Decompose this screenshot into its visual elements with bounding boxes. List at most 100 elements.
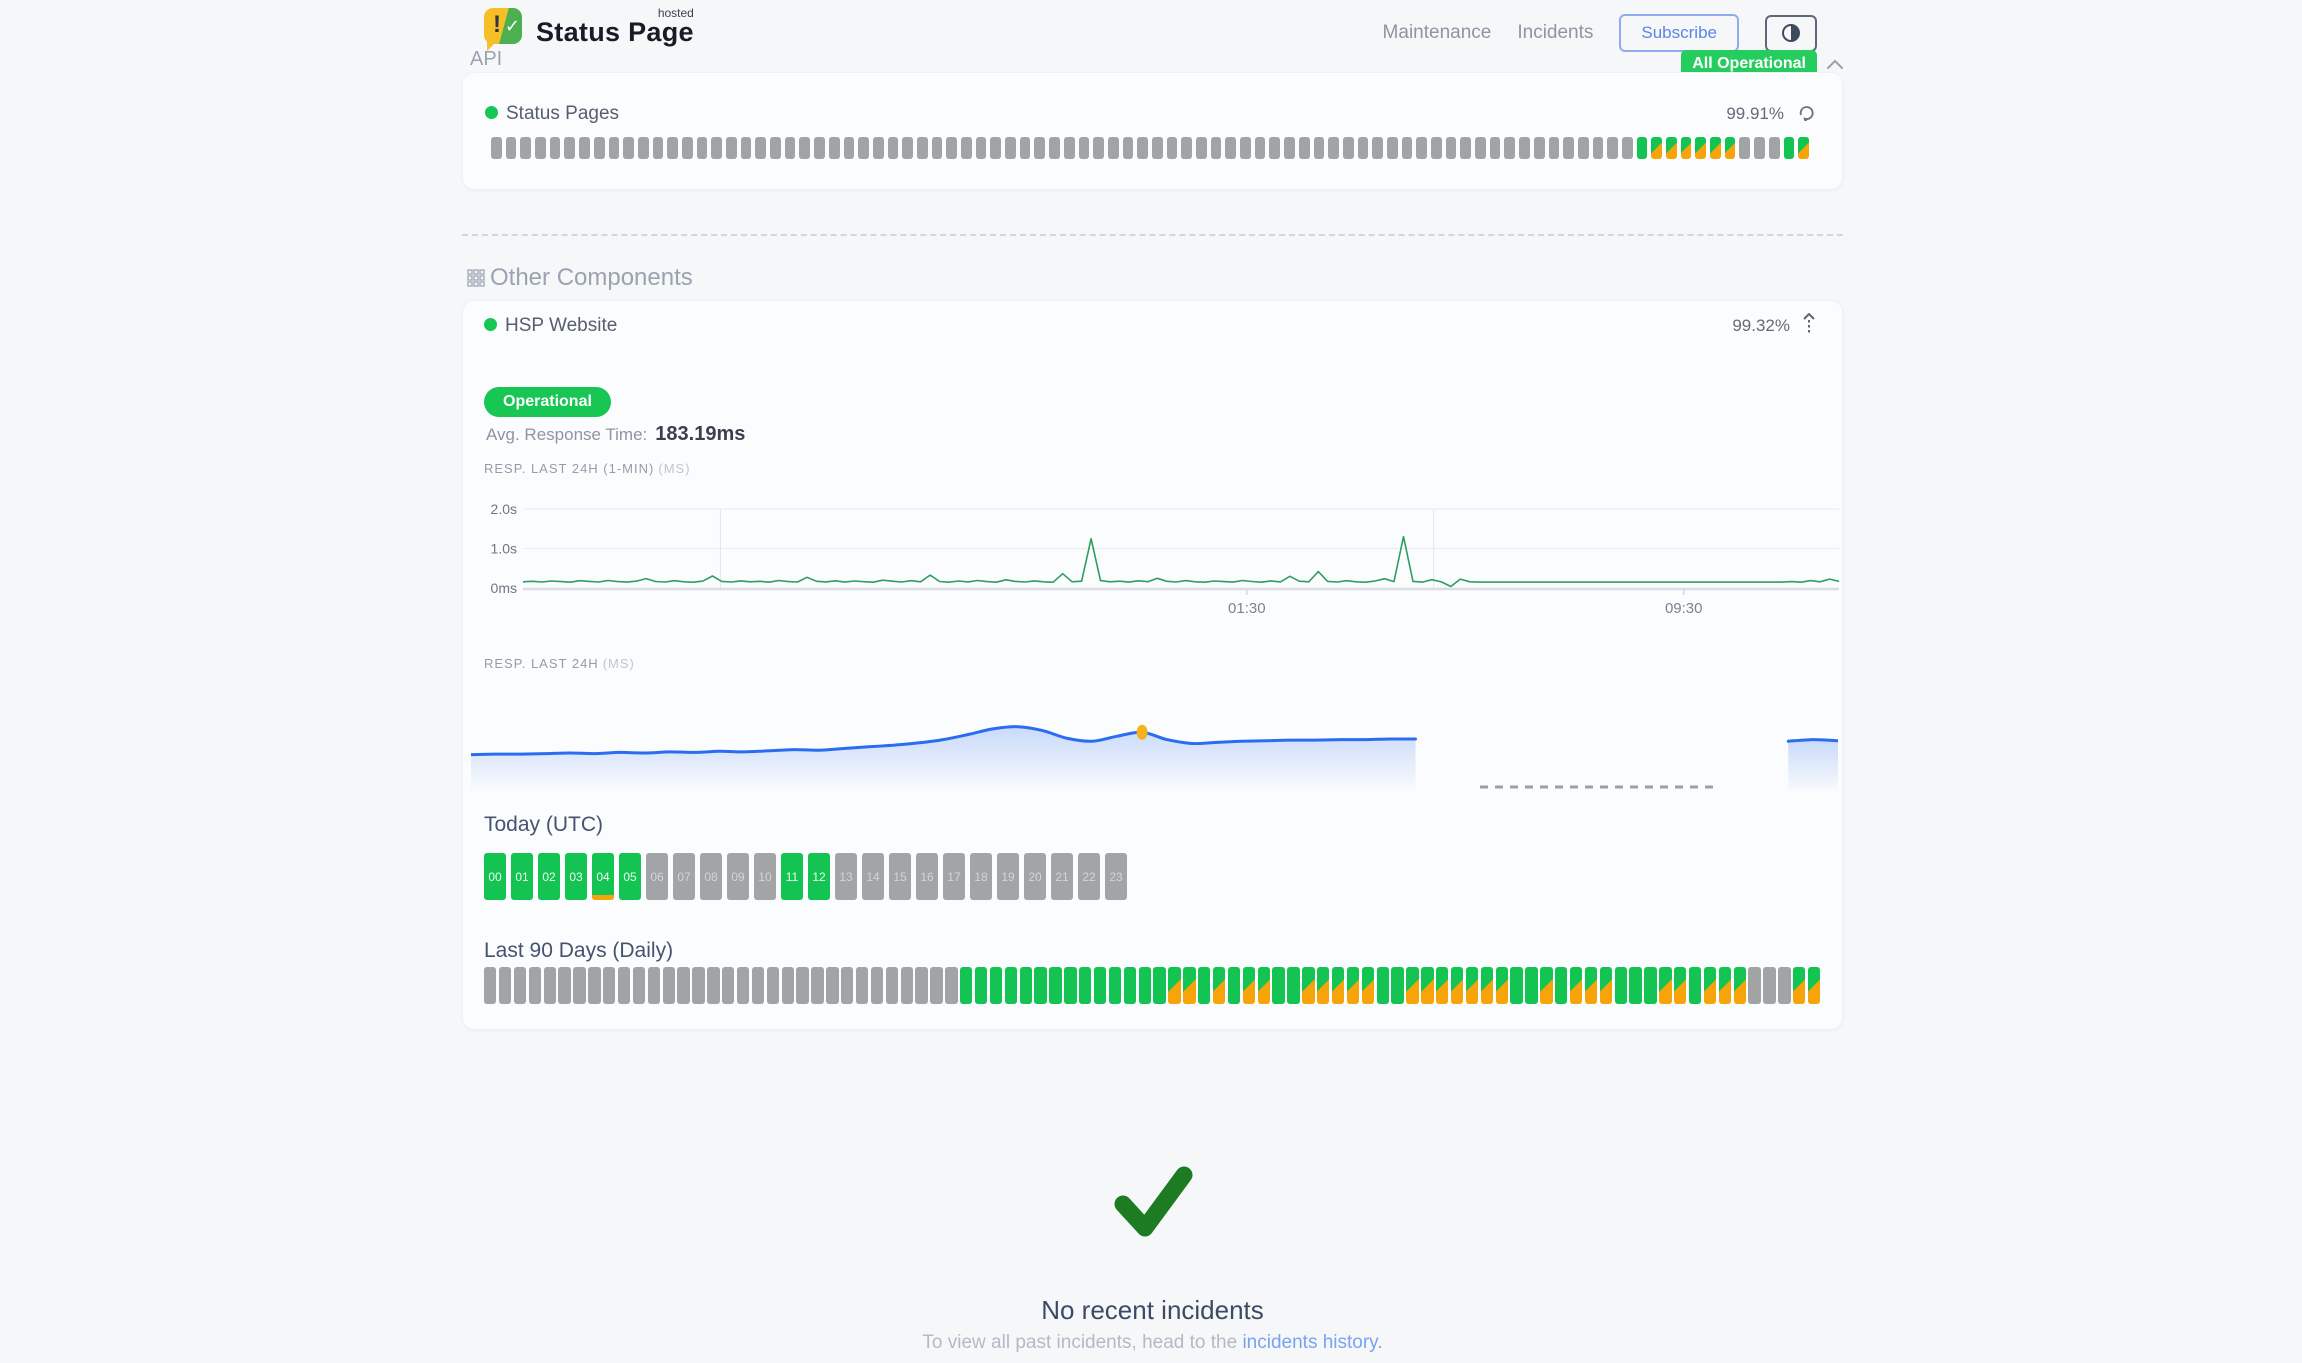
day-block-split	[1703, 967, 1717, 1004]
uptime-bar-gray	[843, 137, 855, 159]
day-block-green	[1108, 967, 1122, 1004]
day-block-green	[1093, 967, 1107, 1004]
uptime-bar-gray	[1049, 137, 1060, 159]
day-block-gray	[692, 967, 705, 1004]
uptime-bar-gray	[1489, 137, 1501, 159]
hour-block-11: 11	[781, 853, 803, 900]
hour-block-14: 14	[862, 853, 884, 900]
component-uptime: 99.32%	[1732, 316, 1790, 335]
uptime-bar-gray	[770, 137, 781, 159]
day-block-green	[1004, 967, 1017, 1004]
hour-block-00: 00	[484, 853, 506, 900]
day-block-split	[1495, 967, 1508, 1004]
collapse-chevron-up-icon[interactable]	[1827, 59, 1843, 69]
day-block-green	[1614, 967, 1627, 1004]
uptime-bar-gray	[1416, 137, 1427, 159]
day-block-gray	[588, 967, 601, 1004]
day-block-split	[1183, 967, 1196, 1004]
day-block-green	[1644, 967, 1657, 1004]
uptime-bar-gray	[1122, 137, 1134, 159]
uptime-bar-gray	[1107, 137, 1119, 159]
hour-block-17: 17	[943, 853, 965, 900]
uptime-bar-gray	[1592, 137, 1604, 159]
uptime-bar-gray	[1739, 137, 1751, 159]
day-block-gray	[900, 967, 913, 1004]
uptime-bar-gray	[1357, 137, 1369, 159]
uptime-bar-gray	[1019, 137, 1031, 159]
uptime-bar-gray	[1151, 137, 1163, 159]
refresh-icon[interactable]	[1798, 105, 1816, 121]
subscribe-button[interactable]: Subscribe	[1619, 14, 1739, 52]
theme-toggle-button[interactable]	[1765, 14, 1817, 52]
day-block-gray	[796, 967, 809, 1004]
uptime-bar-gray	[1475, 137, 1486, 159]
hour-block-04: 04	[592, 853, 614, 900]
hour-block-06: 06	[646, 853, 668, 900]
api-section-title: API	[470, 48, 503, 70]
incidents-history-link[interactable]: incidents history.	[1242, 1332, 1383, 1353]
hour-block-02: 02	[538, 853, 560, 900]
svg-text:01:30: 01:30	[1228, 600, 1266, 617]
day-block-split	[1317, 967, 1330, 1004]
status-pages-uptime-bars	[491, 137, 1809, 159]
uptime-bar-gray	[623, 137, 634, 159]
uptime-bar-gray	[975, 137, 987, 159]
day-block-split	[1168, 967, 1181, 1004]
day-block-green	[1034, 967, 1047, 1004]
nav-maintenance[interactable]: Maintenance	[1382, 22, 1492, 43]
uptime-bar-gray	[726, 137, 737, 159]
uptime-bar-gray	[681, 137, 693, 159]
response-chart-1min: 2.0s 1.0s 0ms 01:30 09:30	[491, 501, 1839, 617]
uptime-bar-gray	[1548, 137, 1560, 159]
day-block-split	[1674, 967, 1687, 1004]
day-block-gray	[855, 967, 869, 1004]
day-block-gray	[841, 967, 854, 1004]
uptime-bar-gray	[520, 137, 532, 159]
brand[interactable]: ! ✓ hosted Status Page	[484, 6, 694, 51]
other-components-title: Other Components	[490, 264, 693, 291]
day-block-split	[1406, 967, 1419, 1004]
day-block-split	[1718, 967, 1731, 1004]
day-block-green	[1391, 967, 1404, 1004]
component-uptime: 99.91%	[1726, 104, 1784, 123]
uptime-bar-gray	[916, 137, 928, 159]
uptime-bar-gray	[931, 137, 943, 159]
hour-block-13: 13	[835, 853, 857, 900]
hour-block-22: 22	[1078, 853, 1100, 900]
day-block-gray	[707, 967, 720, 1004]
svg-text:1.0s: 1.0s	[491, 541, 517, 557]
nav-incidents[interactable]: Incidents	[1517, 22, 1594, 43]
today-utc-title: Today (UTC)	[484, 813, 604, 836]
uptime-bar-gray	[1298, 137, 1310, 159]
day-block-green	[1019, 967, 1032, 1004]
day-block-gray	[1748, 967, 1761, 1004]
avg-response-value: 183.19ms	[655, 423, 746, 445]
uptime-bar-gray	[1225, 137, 1237, 159]
day-block-split	[1807, 967, 1821, 1004]
uptime-bar-green	[1783, 137, 1795, 159]
success-check-icon	[1114, 1166, 1193, 1237]
uptime-bar-gray	[902, 137, 913, 159]
avg-response-row: Avg. Response Time: 183.19ms	[486, 423, 745, 446]
day-block-gray	[915, 967, 928, 1004]
uptime-bar-gray	[1063, 137, 1075, 159]
uptime-bar-gray	[828, 137, 840, 159]
half-circle-contrast-icon	[1782, 24, 1800, 42]
uptime-bar-gray	[1431, 137, 1442, 159]
day-block-gray	[617, 967, 631, 1004]
uptime-bar-gray	[1563, 137, 1574, 159]
collapse-up-arrow-icon[interactable]	[1802, 313, 1816, 335]
day-block-split	[1733, 967, 1746, 1004]
day-block-gray	[543, 967, 556, 1004]
status-ok-dot	[485, 106, 498, 119]
status-pages-card: Status Pages 99.91%	[462, 72, 1843, 190]
response-chart-24h	[471, 724, 1838, 794]
day-block-split	[1465, 967, 1479, 1004]
hour-block-07: 07	[673, 853, 695, 900]
uptime-bar-gray	[1607, 137, 1618, 159]
uptime-bar-gray	[564, 137, 576, 159]
day-block-green	[1138, 967, 1151, 1004]
day-block-gray	[1763, 967, 1776, 1004]
day-block-gray	[870, 967, 884, 1004]
